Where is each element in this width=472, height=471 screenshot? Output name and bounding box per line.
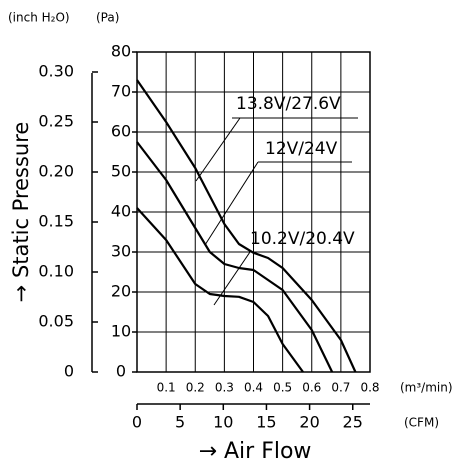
y-tick-label: 10 (111, 322, 131, 341)
y-tick-label: 50 (111, 162, 131, 181)
x2-tick-label: 10 (213, 413, 233, 432)
y2-tick-label: 0.30 (38, 62, 74, 81)
series-label: 10.2V/20.4V (250, 229, 355, 249)
x2-tick-label: 5 (175, 413, 185, 432)
y-label: → Static Pressure (9, 122, 33, 303)
series-label: 13.8V/27.6V (236, 94, 341, 114)
x-tick-label: 0.8 (360, 381, 379, 395)
y-tick-label: 80 (111, 42, 131, 61)
y2-tick-label: 0.20 (38, 162, 74, 181)
curve (136, 79, 357, 373)
x-tick-label: 0.5 (273, 381, 292, 395)
y2-tick-label: 0.25 (38, 112, 74, 131)
y-tick-label: 0 (116, 362, 126, 381)
x-label: → Air Flow (199, 439, 312, 464)
x2-tick-label: 20 (299, 413, 319, 432)
curve (136, 141, 334, 373)
x-tick-label: 0.2 (186, 381, 205, 395)
y-unit: (Pa) (96, 11, 119, 25)
y-tick-label: 40 (111, 202, 131, 221)
y2-tick-label: 0.15 (38, 212, 74, 231)
x-tick-label: 0.4 (244, 381, 263, 395)
x-tick-label: 0.7 (331, 381, 350, 395)
x2-tick-label: 0 (132, 413, 142, 432)
y-tick-label: 30 (111, 242, 131, 261)
leader-line (204, 161, 259, 246)
y-tick-label: 20 (111, 282, 131, 301)
x-tick-label: 0.6 (302, 381, 321, 395)
y2-tick-label: 0.05 (38, 312, 74, 331)
x-unit: (m³/min) (400, 381, 453, 395)
y-tick-label: 60 (111, 122, 131, 141)
curve (136, 207, 304, 373)
leader-line (195, 117, 241, 182)
series-label: 12V/24V (265, 139, 338, 159)
plot-frame (136, 51, 371, 373)
y2-tick-label: 0.10 (38, 262, 74, 281)
x-tick-label: 0.3 (215, 381, 234, 395)
y-tick-label: 70 (111, 82, 131, 101)
x-tick-label: 0.1 (157, 381, 176, 395)
x2-tick-label: 25 (343, 413, 363, 432)
y2-unit: (inch H₂O) (8, 11, 70, 25)
x2-unit: (CFM) (404, 416, 439, 430)
x2-tick-label: 15 (256, 413, 276, 432)
y2-tick-label: 0 (64, 362, 74, 381)
